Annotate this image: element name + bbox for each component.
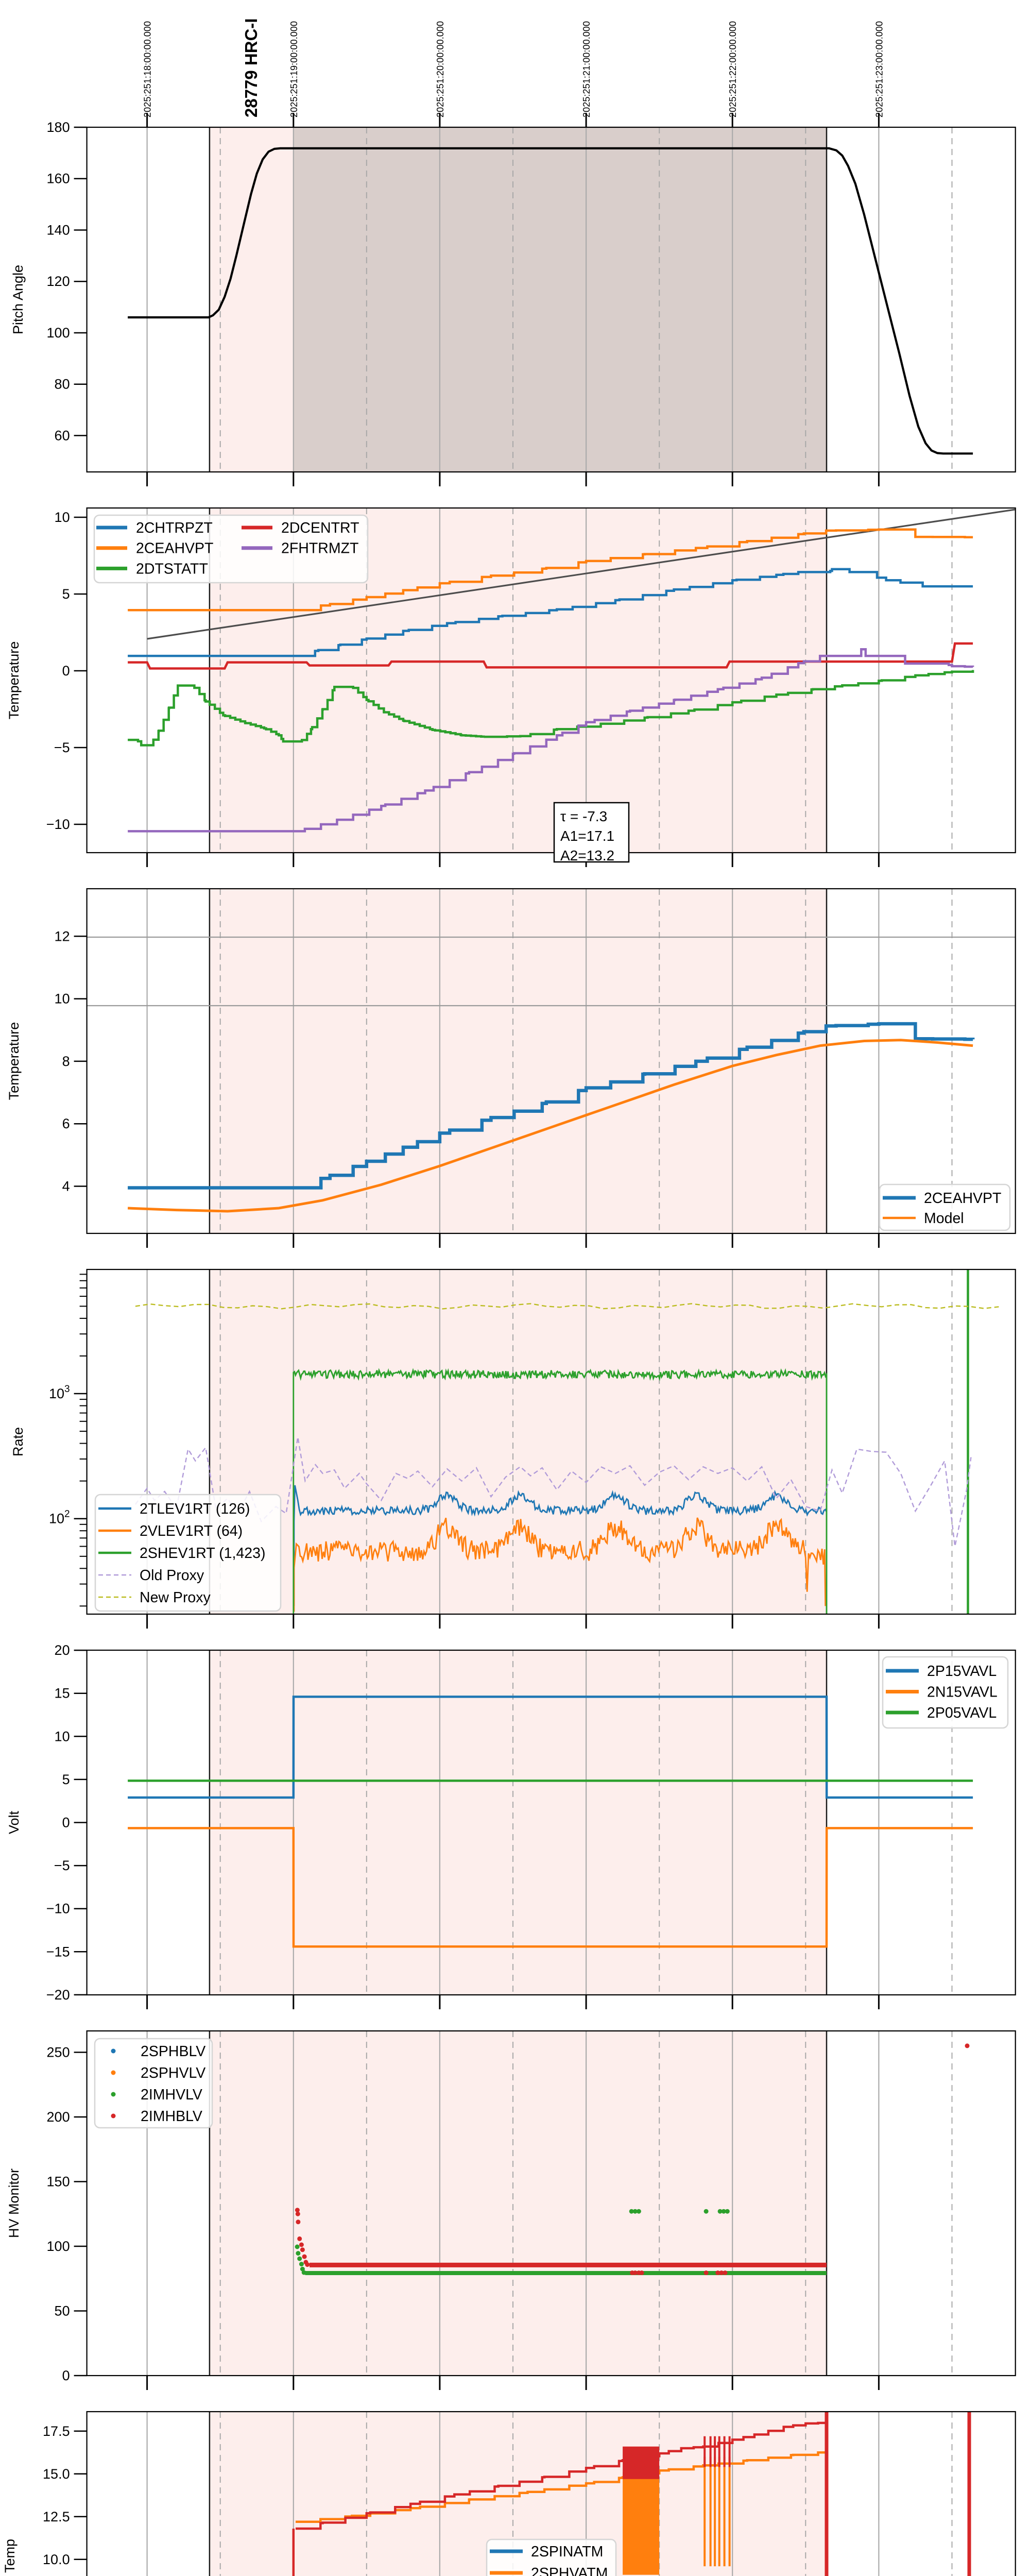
svg-text:2025:251:20:00:00.000: 2025:251:20:00:00.000 (435, 21, 445, 117)
svg-text:2CEAHVPT: 2CEAHVPT (924, 1190, 1001, 1207)
svg-text:10: 10 (55, 510, 70, 525)
svg-text:2IMHVLV: 2IMHVLV (141, 2087, 202, 2103)
svg-text:200: 200 (47, 2109, 70, 2125)
svg-text:160: 160 (47, 171, 70, 187)
svg-text:A1=17.1: A1=17.1 (560, 828, 614, 844)
svg-text:140: 140 (47, 222, 70, 238)
svg-text:102: 102 (49, 1509, 70, 1527)
svg-text:12.5: 12.5 (43, 2509, 70, 2524)
svg-text:50: 50 (55, 2303, 70, 2319)
svg-text:2SPHBLV: 2SPHBLV (141, 2043, 205, 2060)
svg-text:100: 100 (47, 325, 70, 341)
svg-text:−5: −5 (54, 740, 70, 755)
svg-text:180: 180 (47, 120, 70, 135)
svg-text:2025:251:21:00:00.000: 2025:251:21:00:00.000 (581, 21, 592, 117)
svg-text:2P15VAVL: 2P15VAVL (927, 1663, 997, 1680)
svg-text:Detector Temp: Detector Temp (2, 2539, 18, 2576)
svg-text:15.0: 15.0 (43, 2466, 70, 2482)
svg-text:2TLEV1RT (126): 2TLEV1RT (126) (140, 1501, 250, 1517)
svg-text:12: 12 (55, 928, 70, 944)
svg-text:−15: −15 (46, 1944, 70, 1959)
svg-text:17.5: 17.5 (43, 2424, 70, 2439)
svg-text:150: 150 (47, 2174, 70, 2190)
svg-text:80: 80 (55, 377, 70, 392)
svg-text:2FHTRMZT: 2FHTRMZT (281, 540, 358, 557)
svg-text:28779 HRC-I: 28779 HRC-I (242, 18, 261, 117)
svg-text:2025:251:18:00:00.000: 2025:251:18:00:00.000 (143, 21, 153, 117)
svg-text:Pitch Angle: Pitch Angle (10, 265, 26, 334)
svg-text:60: 60 (55, 428, 70, 443)
svg-text:2SHEV1RT (1,423): 2SHEV1RT (1,423) (140, 1545, 266, 1562)
svg-text:10.0: 10.0 (43, 2552, 70, 2567)
svg-text:2SPHVATM: 2SPHVATM (531, 2565, 608, 2576)
svg-text:τ = -7.3: τ = -7.3 (560, 808, 607, 824)
svg-text:10: 10 (55, 991, 70, 1007)
svg-text:Volt: Volt (6, 1810, 22, 1834)
svg-text:0: 0 (62, 663, 70, 679)
svg-text:2CEAHVPT: 2CEAHVPT (136, 540, 213, 557)
svg-text:A2=13.2: A2=13.2 (560, 848, 614, 863)
svg-text:6: 6 (62, 1116, 70, 1131)
svg-text:5: 5 (62, 586, 70, 602)
svg-text:HV Monitor: HV Monitor (6, 2168, 22, 2238)
svg-text:2DCENTRT: 2DCENTRT (281, 520, 359, 536)
svg-text:8: 8 (62, 1054, 70, 1069)
svg-text:2025:251:19:00:00.000: 2025:251:19:00:00.000 (289, 21, 299, 117)
svg-text:−5: −5 (54, 1858, 70, 1873)
svg-text:Model: Model (924, 1210, 964, 1227)
svg-text:Temperature: Temperature (6, 1022, 22, 1100)
svg-text:20: 20 (55, 1642, 70, 1658)
svg-text:Temperature: Temperature (6, 641, 22, 720)
svg-text:2CHTRPZT: 2CHTRPZT (136, 520, 213, 536)
svg-text:−20: −20 (46, 1987, 70, 2003)
svg-text:2SPINATM: 2SPINATM (531, 2544, 603, 2560)
svg-text:−10: −10 (46, 1901, 70, 1917)
svg-text:2IMHBLV: 2IMHBLV (141, 2108, 202, 2125)
svg-text:2DTSTATT: 2DTSTATT (136, 561, 208, 577)
svg-text:120: 120 (47, 274, 70, 289)
svg-text:2VLEV1RT (64): 2VLEV1RT (64) (140, 1523, 243, 1539)
svg-text:Old Proxy: Old Proxy (140, 1567, 204, 1584)
svg-text:0: 0 (62, 2368, 70, 2383)
svg-text:−10: −10 (46, 817, 70, 832)
svg-text:Rate: Rate (10, 1427, 26, 1456)
svg-text:4: 4 (62, 1179, 70, 1194)
svg-text:New Proxy: New Proxy (140, 1589, 211, 1606)
svg-text:100: 100 (47, 2239, 70, 2254)
svg-text:0: 0 (62, 1815, 70, 1831)
svg-text:250: 250 (47, 2045, 70, 2060)
svg-text:2025:251:23:00:00.000: 2025:251:23:00:00.000 (874, 21, 884, 117)
svg-text:15: 15 (55, 1686, 70, 1701)
svg-text:2N15VAVL: 2N15VAVL (927, 1684, 998, 1701)
svg-text:5: 5 (62, 1772, 70, 1787)
svg-text:2025:251:22:00:00.000: 2025:251:22:00:00.000 (728, 21, 738, 117)
svg-text:10: 10 (55, 1728, 70, 1744)
svg-text:2SPHVLV: 2SPHVLV (141, 2065, 205, 2081)
svg-text:2P05VAVL: 2P05VAVL (927, 1705, 997, 1721)
